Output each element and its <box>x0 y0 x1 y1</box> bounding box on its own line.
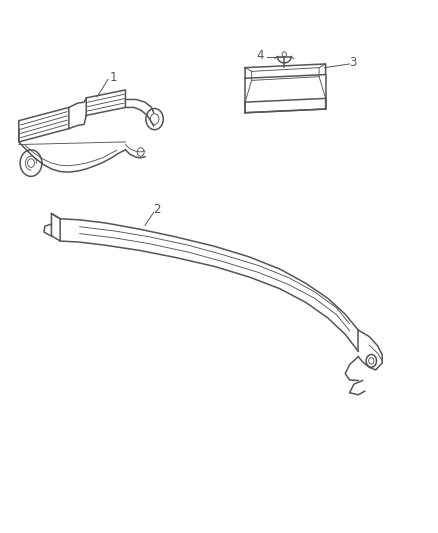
Circle shape <box>369 358 374 364</box>
Text: 1: 1 <box>110 71 117 84</box>
Text: 3: 3 <box>350 56 357 69</box>
Text: 2: 2 <box>153 203 161 216</box>
Circle shape <box>146 109 163 130</box>
Circle shape <box>137 148 144 156</box>
Circle shape <box>28 159 35 167</box>
Circle shape <box>282 52 286 57</box>
Circle shape <box>366 354 377 367</box>
Text: 4: 4 <box>257 49 264 62</box>
Circle shape <box>150 114 159 124</box>
